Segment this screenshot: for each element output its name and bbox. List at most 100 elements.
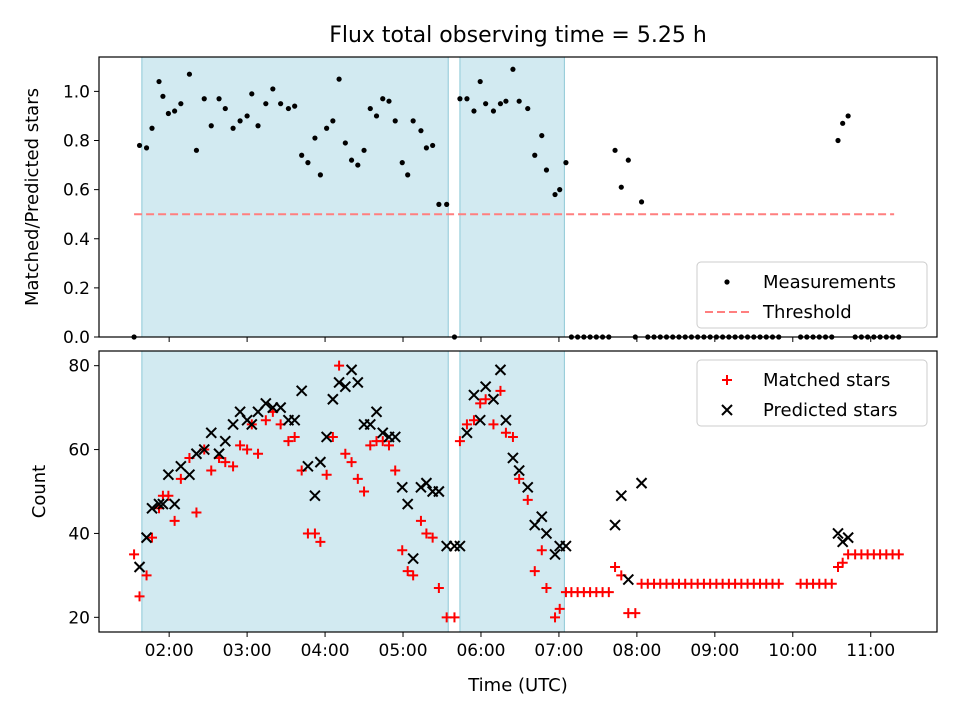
matched-star-point [309,528,320,539]
x-tick-label: 11:00 [846,641,895,661]
matched-star-point [495,385,506,396]
measurement-point [612,147,618,153]
y-tick-label: 1.0 [63,82,90,102]
measurement-point [361,147,367,153]
measurement-point [845,113,851,119]
matched-star-point [500,427,511,438]
predicted-star-point [635,477,648,489]
matched-star-point [402,566,413,577]
matched-star-point [260,415,271,426]
measurement-point [503,98,509,104]
measurement-point [324,125,330,131]
matched-star-point [352,473,363,484]
measurement-point [165,110,171,117]
x-tick-label: 03:00 [223,641,272,661]
predicted-star-point [309,489,321,502]
measurement-point [244,113,250,119]
count-panel: 20 40 60 80 02:00 03:00 04:00 05:00 06:00 07:00 08… [29,350,938,661]
measurement-point [143,145,150,151]
matched-star-point [773,578,784,589]
measurement-point [270,86,276,92]
measurement-point [563,160,569,166]
matched-star-point [315,536,326,547]
matched-star-point [454,436,465,447]
matched-star-point [603,587,614,598]
measurement-point [471,108,477,114]
legend: Matched stars Predicted stars [696,359,928,427]
y-tick-label: 40 [68,524,90,544]
measurement-point [263,101,269,107]
measurement-point [305,160,311,166]
predicted-star-point [540,527,553,540]
predicted-star-point [560,540,572,552]
y-tick-label: 0.4 [63,230,90,250]
measurement-point [216,96,222,102]
matched-star-point [837,557,848,568]
predicted-star-point [461,427,473,439]
measurement-point [510,66,516,72]
matched-star-point [206,465,217,476]
predicted-star-point [832,527,844,540]
legend-box [696,359,928,427]
x-tick-label: 07:00 [534,641,583,661]
y-tick-label: 20 [68,608,90,628]
measurement-point [285,105,292,112]
matched-star-point [541,582,552,593]
predicted-star-point [175,460,187,473]
matched-star-point [433,582,444,593]
legend-swatch [724,279,730,285]
predicted-star-point [500,414,512,426]
measurement-point [405,172,411,178]
chart-title: Flux total observing time = 5.25 h [329,23,707,48]
measurement-point [208,123,214,129]
predicted-star-point [333,376,345,389]
y-axis-label: Matched/Predicted stars [22,88,43,306]
measurement-point [373,113,380,119]
measurement-point [399,160,405,166]
predicted-star-point [260,397,272,410]
measurement-point [552,191,558,198]
legend-label: Measurements [763,272,896,293]
x-axis-label: Time (UTC) [467,675,568,696]
predicted-star-point [162,469,175,481]
measurement-point [638,199,645,205]
measurement-point [557,187,563,193]
measurement-point [355,162,361,168]
y-tick-label: 0.2 [63,279,90,299]
measurement-point [543,167,550,173]
predicted-star-point [389,431,401,443]
measurement-point [312,135,318,141]
measurement-point [840,120,846,126]
matched-star-point [141,570,152,581]
measurement-point [348,157,355,163]
y-tick-label: 60 [68,441,90,461]
matched-star-point [340,448,351,459]
predicted-star-point [198,443,210,456]
predicted-star-point [339,380,352,393]
predicted-star-point [146,502,158,514]
matched-star-point [359,486,370,497]
matched-star-point [397,545,408,556]
predicted-star-point [168,498,181,510]
matched-star-point [522,494,533,505]
matched-star-point [408,570,419,581]
predicted-star-point [401,498,414,510]
predicted-star-point [377,427,389,439]
matched-star-point [129,549,140,560]
measurement-point [483,101,489,107]
predicted-star-point [448,540,461,552]
measurement-point [299,152,305,158]
matched-star-point [826,578,837,589]
predicted-star-point [615,489,627,502]
measurement-point [525,105,531,112]
measurement-point [278,101,284,107]
legend-swatch [721,404,733,416]
x-tick-label: 09:00 [690,641,739,661]
measurement-point [497,101,504,107]
matched-star-point [134,591,145,602]
predicted-star-point [370,406,383,418]
measurement-point [201,96,207,102]
matched-star-point [147,532,158,543]
measurement-point [336,76,342,82]
matched-star-point [554,603,565,614]
